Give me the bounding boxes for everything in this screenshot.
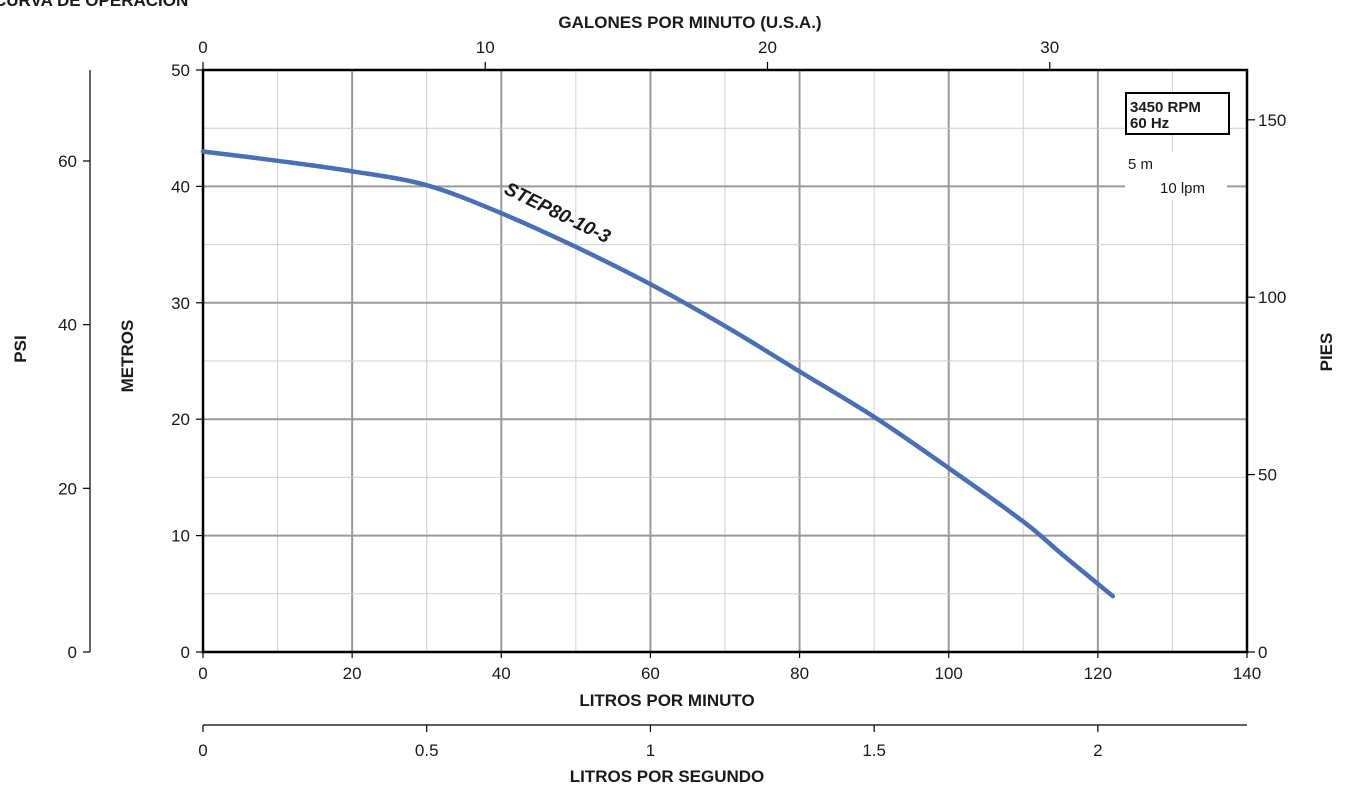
scale-note-lpm: 10 lpm — [1160, 180, 1205, 197]
right-tick-label: 150 — [1258, 111, 1286, 130]
lps-tick-label: 2 — [1093, 741, 1102, 760]
page-title: CURVA DE OPERACION — [0, 0, 188, 10]
series-line-step80-10-3 — [200, 149, 1116, 599]
right-tick-label: 0 — [1258, 643, 1267, 662]
y-tick-label: 10 — [171, 527, 190, 546]
scale-note-meters: 5 m — [1128, 156, 1153, 173]
top-tick-label: 20 — [758, 38, 777, 57]
bottom-axis-title: LITROS POR SEGUNDO — [570, 767, 765, 786]
psi-tick-label: 0 — [68, 643, 77, 662]
psi-tick-label: 60 — [58, 152, 77, 171]
lps-tick-label: 0 — [198, 741, 207, 760]
plot-frame — [201, 68, 1249, 654]
x-tick-label: 20 — [343, 664, 362, 683]
y-tick-label: 20 — [171, 410, 190, 429]
scale-note-background — [1125, 152, 1227, 200]
x-tick-label: 100 — [935, 664, 963, 683]
rpm-label: 3450 RPM — [1130, 99, 1201, 116]
psi-tick-label: 20 — [58, 479, 77, 498]
lps-tick-label: 1.5 — [862, 741, 886, 760]
x-axis-title: LITROS POR MINUTO — [579, 691, 754, 710]
x-tick-label: 140 — [1233, 664, 1261, 683]
top-tick-label: 30 — [1040, 38, 1059, 57]
lps-tick-label: 0.5 — [415, 741, 439, 760]
top-tick-label: 10 — [476, 38, 495, 57]
grid — [202, 69, 1248, 653]
lps-tick-label: 1 — [646, 741, 655, 760]
y-tick-label: 50 — [171, 61, 190, 80]
rpm-box: 3450 RPM 60 Hz — [1125, 92, 1230, 135]
x-tick-label: 60 — [641, 664, 660, 683]
right-tick-label: 50 — [1258, 466, 1277, 485]
right-tick-label: 100 — [1258, 288, 1286, 307]
psi-tick-label: 40 — [58, 316, 77, 335]
psi-axis-title: PSI — [11, 335, 30, 362]
y-axis-title: METROS — [118, 320, 137, 393]
top-axis-title: GALONES POR MINUTO (U.S.A.) — [558, 13, 821, 32]
y-tick-label: 40 — [171, 177, 190, 196]
y-tick-label: 0 — [181, 643, 190, 662]
y-tick-label: 30 — [171, 294, 190, 313]
x-tick-label: 120 — [1084, 664, 1112, 683]
x-tick-label: 80 — [790, 664, 809, 683]
frequency-label: 60 Hz — [1130, 115, 1169, 132]
x-tick-label: 0 — [198, 664, 207, 683]
top-tick-label: 0 — [198, 38, 207, 57]
x-tick-label: 40 — [492, 664, 511, 683]
right-axis-title: PIES — [1317, 333, 1336, 372]
